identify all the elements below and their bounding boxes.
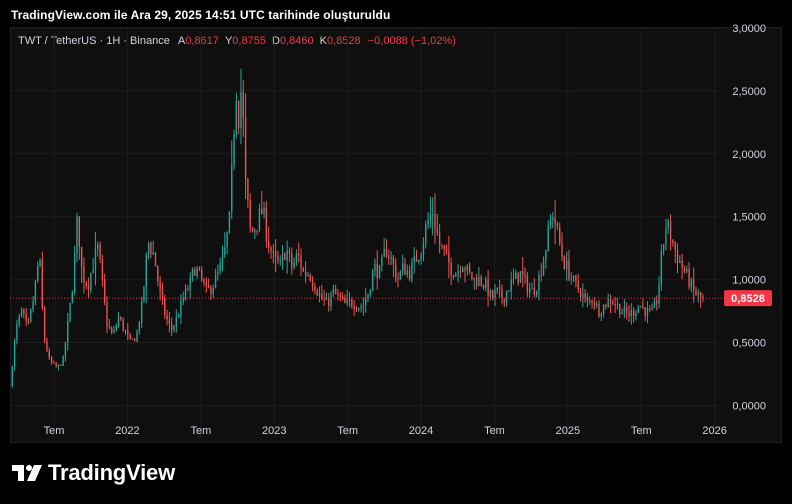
tradingview-logo-icon bbox=[12, 465, 42, 481]
open-label: A bbox=[177, 35, 186, 47]
close-label: K bbox=[319, 35, 328, 47]
low-value: 0,8460 bbox=[279, 35, 314, 47]
symbol-label[interactable]: TWT / TetherUS · 1H · Binance bbox=[18, 35, 170, 47]
snapshot-caption: TradingView.com ile Ara 29, 2025 14:51 U… bbox=[11, 8, 391, 22]
ohlc-legend: TWT / TetherUS · 1H · Binance A0,8617 Y0… bbox=[18, 35, 456, 47]
open-value: 0,8617 bbox=[185, 35, 219, 47]
change-value: −0,0088 (−1,02%) bbox=[367, 35, 456, 47]
high-value: 0,8755 bbox=[232, 35, 266, 47]
tradingview-brand[interactable]: TradingView bbox=[12, 460, 175, 486]
close-value: 0,8528 bbox=[327, 35, 361, 47]
low-label: D bbox=[272, 35, 280, 47]
chart-panel[interactable] bbox=[10, 27, 782, 443]
high-label: Y bbox=[224, 35, 233, 47]
brand-name: TradingView bbox=[48, 460, 175, 485]
